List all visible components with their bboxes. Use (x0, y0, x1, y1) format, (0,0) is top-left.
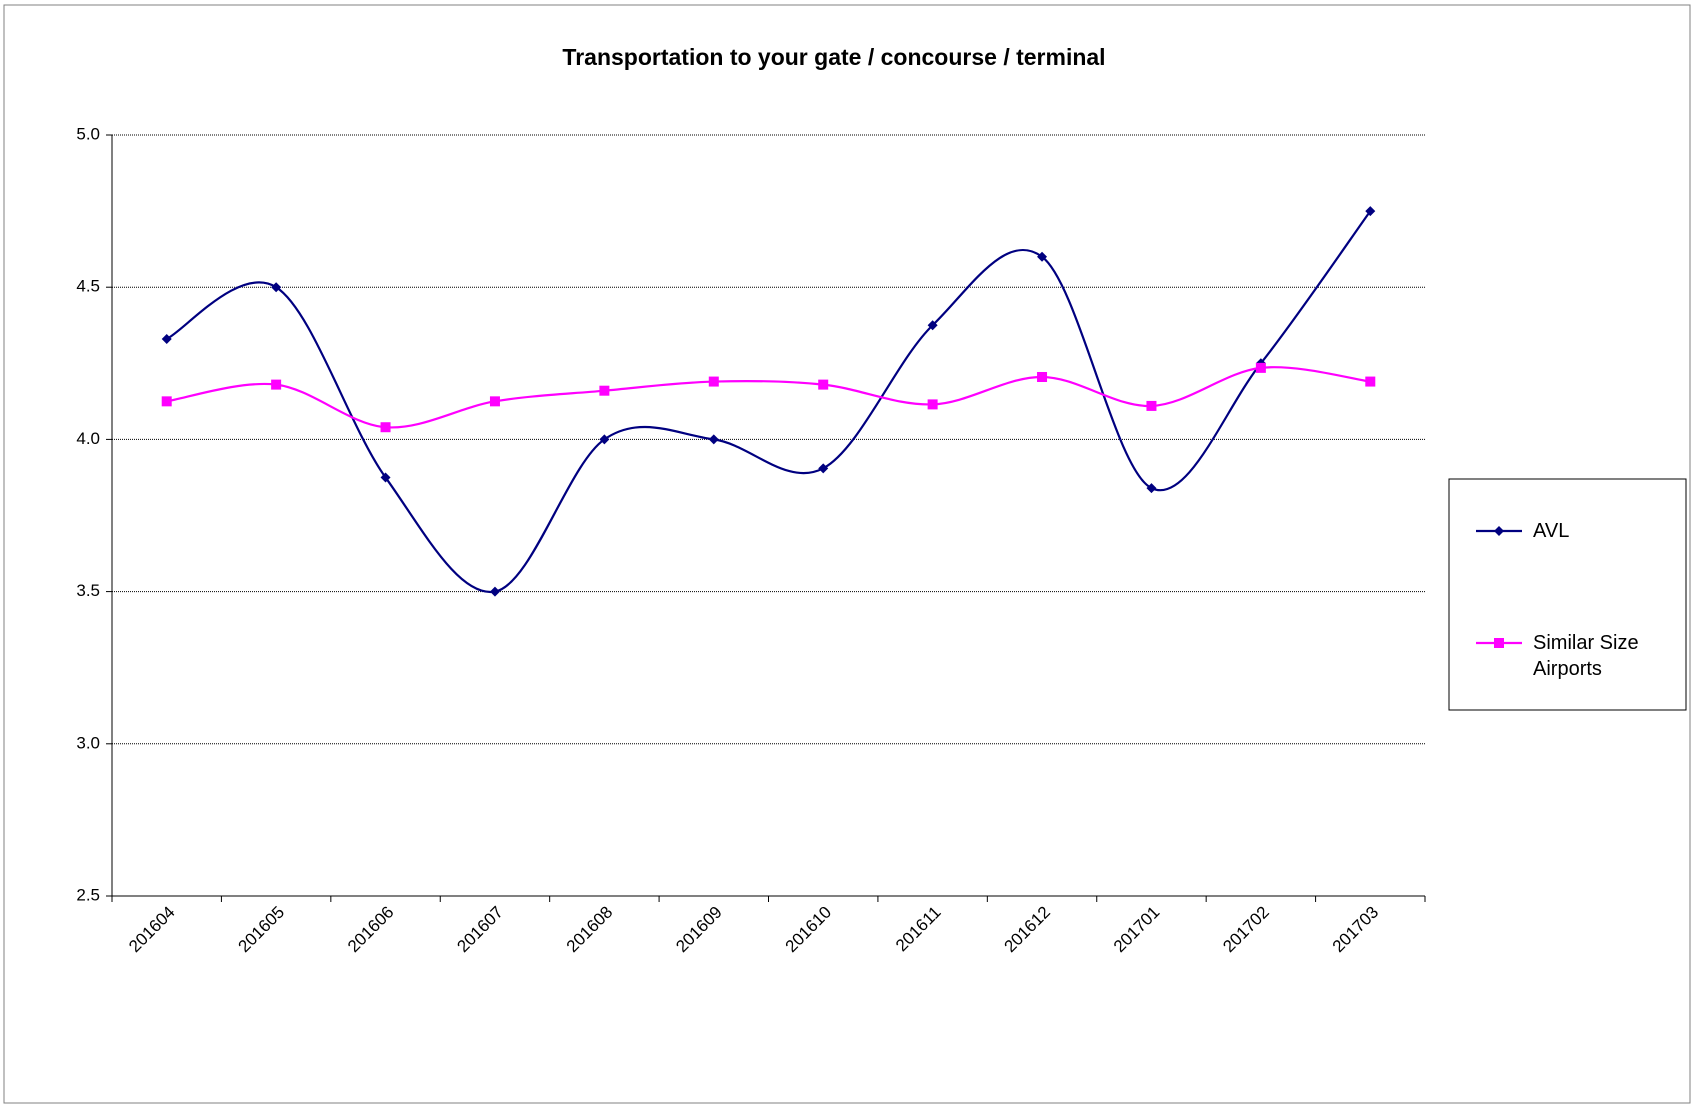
data-point (380, 422, 391, 433)
series-line (166, 366, 1371, 429)
data-point (1146, 400, 1157, 411)
y-tick-label: 5.0 (76, 124, 100, 143)
data-point (708, 376, 719, 387)
data-point (1255, 362, 1266, 373)
legend-label: Similar Size Airports (1533, 632, 1639, 680)
data-point (599, 434, 610, 445)
legend-label: AVL (1533, 520, 1570, 542)
data-point (271, 282, 282, 293)
data-point (1037, 371, 1048, 382)
y-tick-label: 4.0 (76, 429, 100, 448)
data-point (1037, 251, 1048, 262)
chart-border (3, 4, 1691, 1104)
legend-marker (1494, 526, 1504, 536)
data-point (1365, 206, 1376, 217)
data-point (489, 396, 500, 407)
data-point (1146, 483, 1157, 494)
y-tick-label: 3.0 (76, 733, 100, 752)
data-point (927, 320, 938, 331)
legend-box (1448, 478, 1687, 711)
chart-title: Transportation to your gate / concourse … (562, 44, 1105, 70)
data-point (708, 434, 719, 445)
y-tick-label: 3.5 (76, 581, 100, 600)
series-line (166, 210, 1372, 593)
y-tick-label: 2.5 (76, 885, 100, 904)
data-point (1365, 376, 1376, 387)
data-point (927, 399, 938, 410)
data-point (380, 472, 391, 483)
data-point (818, 379, 829, 390)
legend-marker (1494, 638, 1504, 648)
data-point (161, 333, 172, 344)
data-point (489, 586, 500, 597)
data-point (818, 463, 829, 474)
data-point (271, 379, 282, 390)
data-point (161, 396, 172, 407)
y-tick-label: 4.5 (76, 277, 100, 296)
data-point (599, 385, 610, 396)
